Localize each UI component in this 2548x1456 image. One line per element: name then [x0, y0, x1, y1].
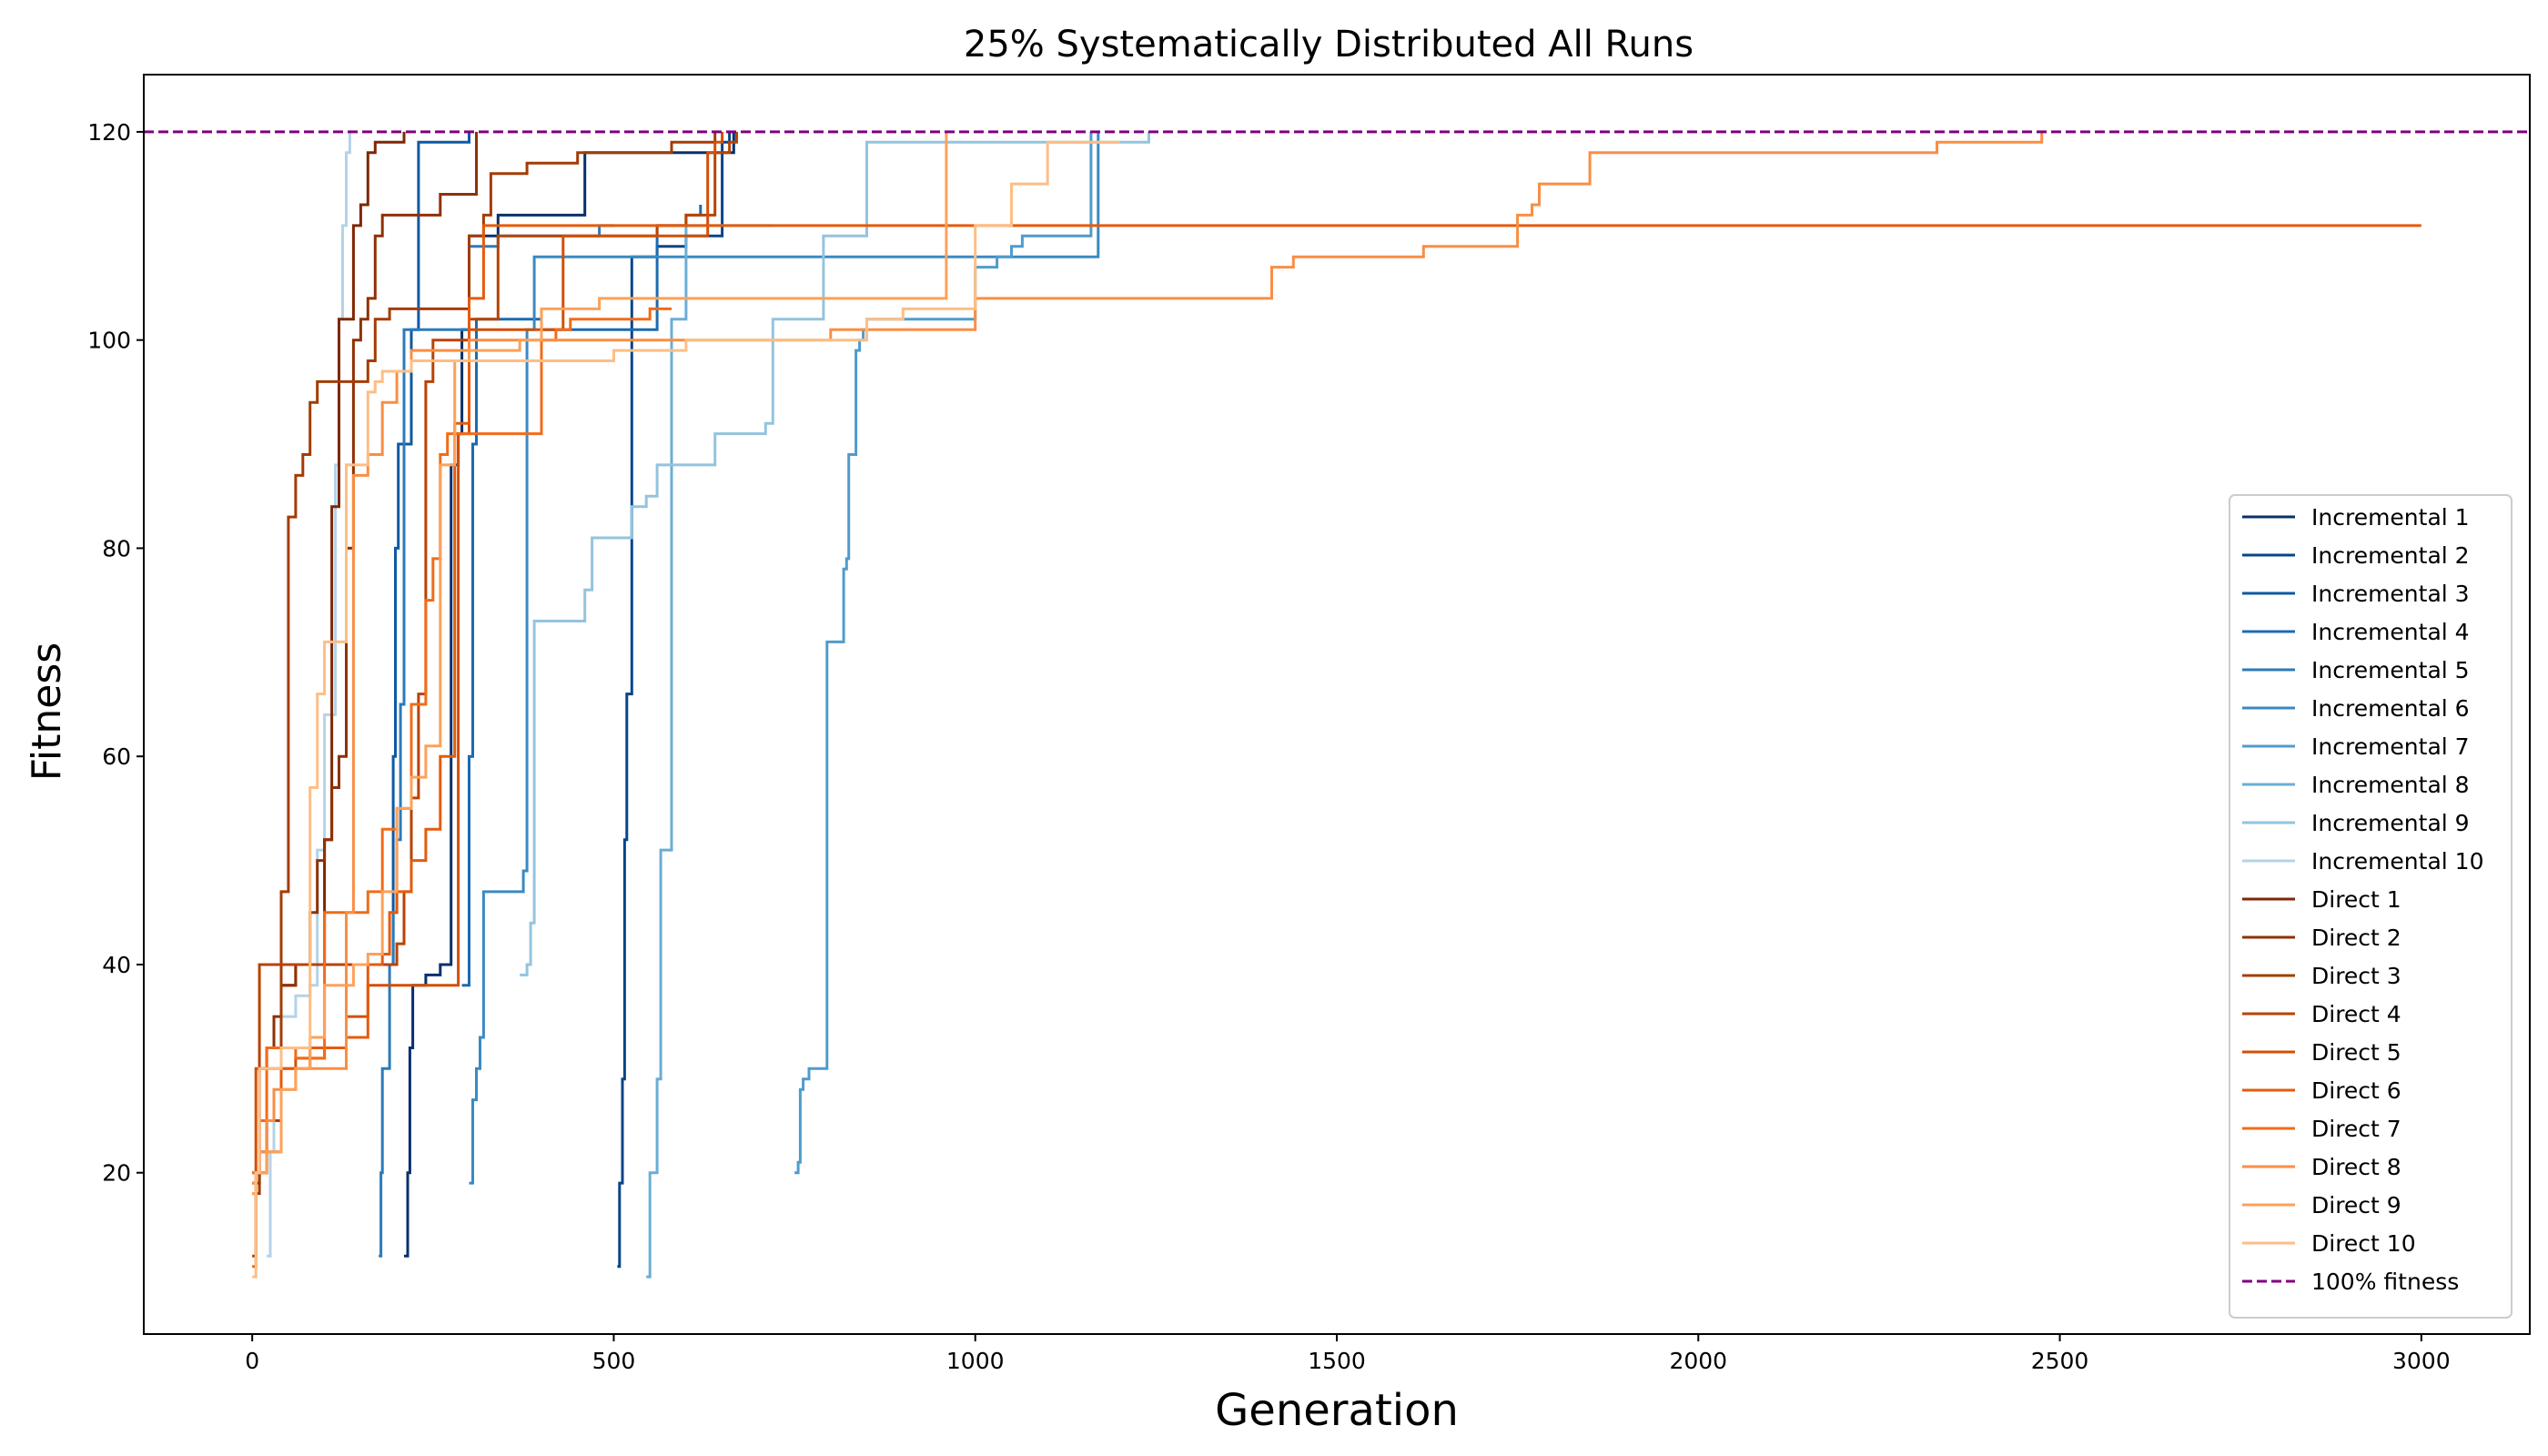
legend-label: Direct 8 [2311, 1154, 2401, 1180]
legend-label: Direct 1 [2311, 886, 2401, 913]
y-tick-label: 40 [102, 952, 131, 978]
series-line-incremental-7 [794, 131, 1093, 1175]
series-line-direct-3 [252, 131, 717, 1258]
axes: 0 500 1000 1500 2000 2500 3000 20 40 60 80 100 120 [87, 119, 2450, 1374]
legend-label: Direct 3 [2311, 963, 2401, 989]
legend-label: Incremental 8 [2311, 772, 2470, 798]
legend-label: Direct 2 [2311, 925, 2401, 951]
x-tick-label: 500 [592, 1348, 636, 1374]
y-tick-label: 80 [102, 535, 131, 561]
legend-label: Direct 5 [2311, 1039, 2401, 1066]
legend-label: Direct 6 [2311, 1077, 2401, 1104]
legend-label: Incremental 2 [2311, 542, 2470, 569]
series-line-incremental-3 [389, 131, 470, 966]
legend-label: Direct 7 [2311, 1116, 2401, 1142]
legend-label: Incremental 10 [2311, 848, 2483, 875]
y-tick-label: 120 [87, 119, 131, 146]
x-tick-label: 1000 [946, 1348, 1005, 1374]
series-line-direct-2 [256, 131, 478, 1175]
legend-label: Incremental 6 [2311, 695, 2470, 722]
legend-label: Incremental 3 [2311, 581, 2470, 607]
plot-area [144, 130, 2530, 1279]
x-axis-label: Generation [1215, 1385, 1459, 1436]
legend-label: Incremental 9 [2311, 810, 2470, 836]
x-tick-label: 0 [245, 1348, 259, 1374]
x-tick-label: 2000 [1669, 1348, 1727, 1374]
x-tick-label: 3000 [2392, 1348, 2451, 1374]
y-tick-label: 20 [102, 1160, 131, 1187]
legend-label: 100% fitness [2311, 1269, 2459, 1295]
legend-label: Incremental 4 [2311, 619, 2470, 645]
chart-title: 25% Systematically Distributed All Runs [964, 24, 1694, 66]
x-tick-label: 2500 [2031, 1348, 2089, 1374]
y-tick-label: 100 [87, 328, 131, 354]
legend: Incremental 1 Incremental 2 Incremental 3 I… [2229, 494, 2513, 1319]
legend-label: Incremental 1 [2311, 504, 2470, 531]
series-group [144, 130, 2530, 1279]
legend-label: Direct 4 [2311, 1001, 2401, 1027]
series-line-direct-10 [252, 140, 1120, 1279]
legend-label: Direct 9 [2311, 1192, 2401, 1218]
y-tick-label: 60 [102, 743, 131, 770]
legend-label: Incremental 5 [2311, 657, 2470, 683]
series-line-incremental-2 [617, 131, 732, 1269]
x-tick-label: 1500 [1308, 1348, 1366, 1374]
series-line-incremental-9 [520, 131, 1150, 976]
legend-box [2229, 494, 2513, 1319]
legend-label: Direct 10 [2311, 1230, 2416, 1257]
series-line-direct-4 [252, 131, 738, 1175]
y-axis-label: Fitness [24, 642, 70, 781]
series-line-direct-9 [252, 131, 948, 1196]
legend-label: Incremental 7 [2311, 733, 2470, 760]
